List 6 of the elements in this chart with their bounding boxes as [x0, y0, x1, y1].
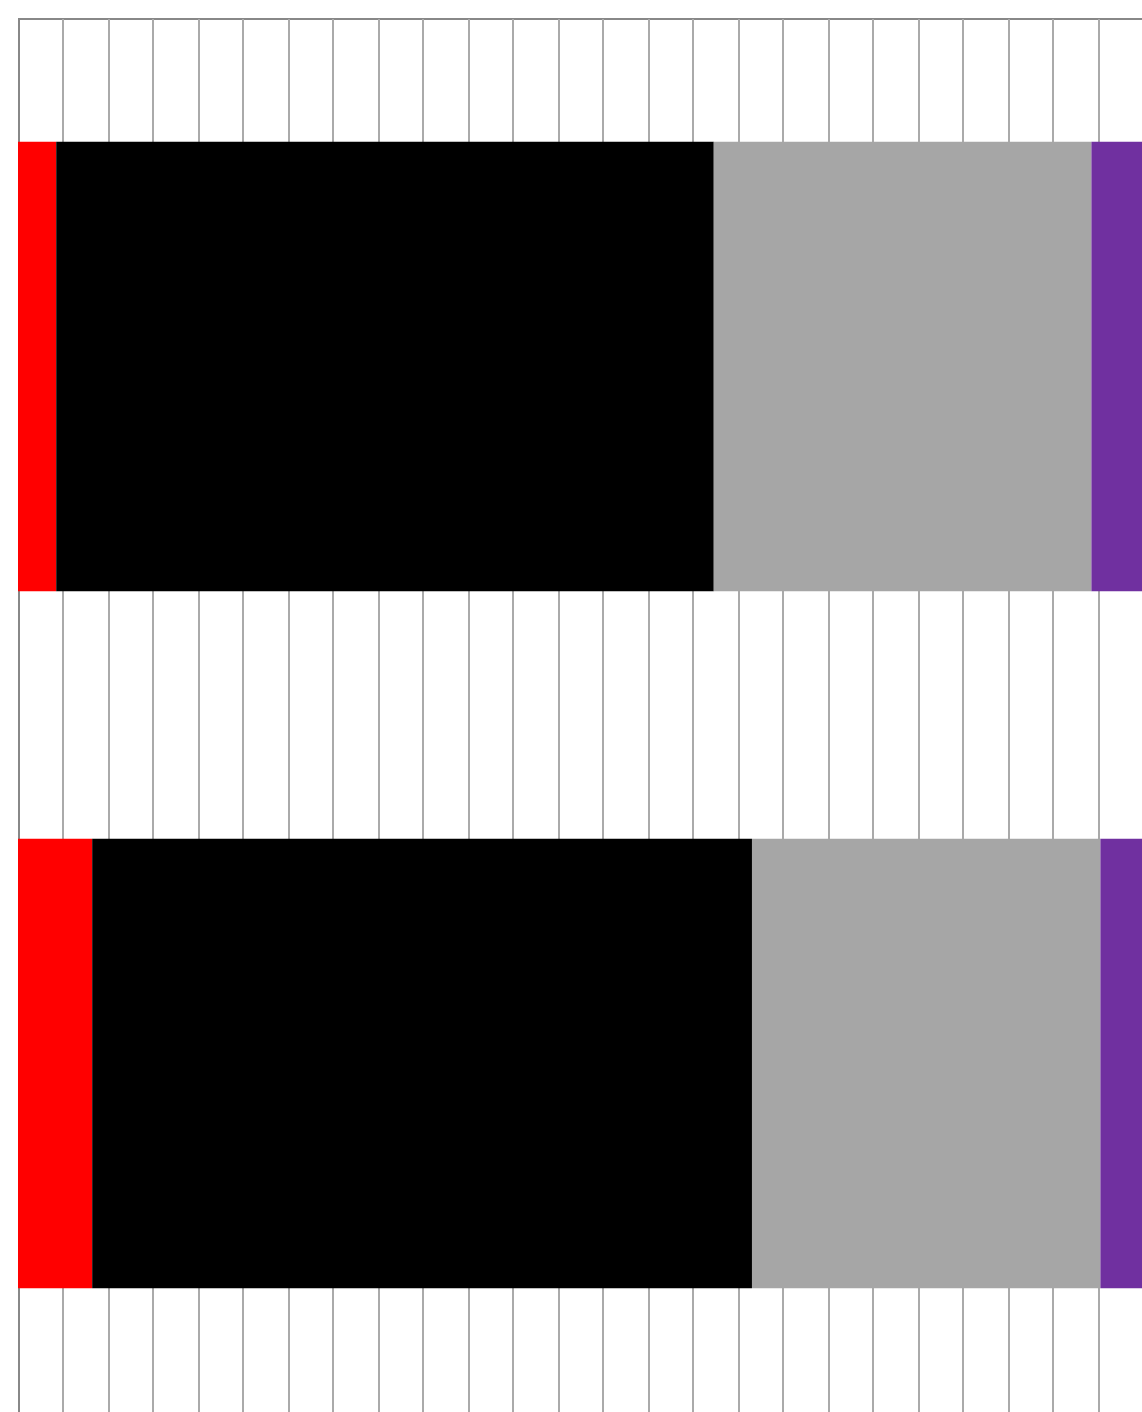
bar: [18, 141, 57, 592]
bar: [92, 838, 752, 1289]
bar: [1100, 838, 1142, 1289]
bar: [18, 838, 93, 1289]
bar: [1091, 141, 1142, 592]
bar: [56, 141, 714, 592]
